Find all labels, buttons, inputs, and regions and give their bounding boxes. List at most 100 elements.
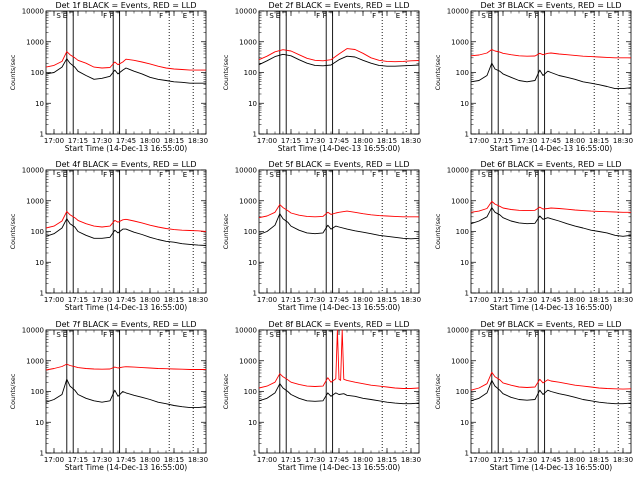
x-tick-label: 17:15 xyxy=(68,137,88,145)
y-tick-label: 10000 xyxy=(22,8,44,16)
chart-panel-1: Det 1f BLACK = Events, RED = LLD 1 10 100 10… xyxy=(9,1,208,153)
x-axis-label: Start Time (14-Dec-13 16:55:00) xyxy=(65,144,187,153)
x-tick-label: 18:00 xyxy=(353,137,373,145)
x-tick-label: 18:00 xyxy=(565,456,585,464)
period-marker-label: F xyxy=(110,12,114,20)
period-marker xyxy=(378,330,383,335)
x-tick-label: 17:30 xyxy=(517,137,537,145)
period-marker-label: F xyxy=(110,171,114,179)
period-marker xyxy=(328,330,333,335)
x-tick-label: 17:45 xyxy=(541,296,561,304)
x-tick-label: 18:15 xyxy=(377,456,397,464)
period-marker xyxy=(275,330,281,335)
x-tick-label: 17:00 xyxy=(44,296,64,304)
period-marker-label: E xyxy=(276,171,280,179)
y-tick-label: 10000 xyxy=(22,167,44,175)
plot-frame xyxy=(258,169,420,294)
period-marker-label: S xyxy=(56,331,61,339)
period-marker-label: E xyxy=(608,12,612,20)
lld-series-line xyxy=(470,371,632,391)
y-tick-label: 10 xyxy=(460,100,469,108)
x-tick-label: 17:15 xyxy=(281,456,301,464)
y-tick-label: 1000 xyxy=(26,357,44,365)
events-series-line xyxy=(258,213,420,240)
period-marker-label: E xyxy=(488,171,492,179)
x-tick-label: 18:00 xyxy=(565,137,585,145)
period-marker-label: F xyxy=(110,331,114,339)
events-series-line xyxy=(470,207,632,237)
period-marker-label: E xyxy=(183,12,187,20)
y-tick-label: 1 xyxy=(253,450,257,458)
y-tick-label: 10 xyxy=(248,419,257,427)
period-marker-label: F xyxy=(528,171,532,179)
plot-frame xyxy=(470,169,632,294)
period-marker xyxy=(275,11,281,16)
x-tick-label: 18:00 xyxy=(353,456,373,464)
period-marker xyxy=(378,170,383,175)
x-tick-label: 17:30 xyxy=(92,296,112,304)
y-tick-label: 1 xyxy=(465,290,469,298)
period-marker-label: F xyxy=(528,331,532,339)
y-axis-label: Counts/sec xyxy=(434,373,442,409)
period-marker-label: S xyxy=(269,171,274,179)
y-tick-label: 1 xyxy=(40,290,44,298)
x-axis-label: Start Time (14-Dec-13 16:55:00) xyxy=(490,303,612,312)
y-tick-label: 10000 xyxy=(447,327,469,335)
chart-title: Det 5f BLACK = Events, RED = LLD xyxy=(268,160,409,169)
period-marker xyxy=(282,170,287,175)
x-tick-label: 17:45 xyxy=(329,456,349,464)
y-tick-label: 10000 xyxy=(235,8,257,16)
x-tick-label: 17:45 xyxy=(329,296,349,304)
chart-title: Det 7f BLACK = Events, RED = LLD xyxy=(55,320,196,329)
x-tick-label: 17:00 xyxy=(44,137,64,145)
chart-title: Det 4f BLACK = Events, RED = LLD xyxy=(55,160,196,169)
x-axis-label: Start Time (14-Dec-13 16:55:00) xyxy=(65,463,187,472)
x-tick-label: 17:15 xyxy=(493,296,513,304)
lld-series-line xyxy=(45,363,206,371)
y-tick-label: 100 xyxy=(31,388,44,396)
period-marker xyxy=(69,330,74,335)
x-tick-label: 18:15 xyxy=(164,296,184,304)
period-marker xyxy=(614,330,619,335)
y-tick-label: 1000 xyxy=(239,357,257,365)
y-tick-label: 100 xyxy=(456,69,469,77)
y-tick-label: 1000 xyxy=(239,197,257,205)
chart-panel-4: Det 4f BLACK = Events, RED = LLD 1 10 100 10… xyxy=(9,160,208,312)
period-marker xyxy=(614,170,619,175)
period-marker-label: S xyxy=(269,12,274,20)
period-marker xyxy=(540,170,545,175)
x-tick-label: 18:30 xyxy=(401,137,421,145)
period-marker xyxy=(189,170,194,175)
x-tick-label: 18:00 xyxy=(140,296,160,304)
period-marker-label: E xyxy=(608,331,612,339)
period-marker xyxy=(109,170,114,175)
x-tick-label: 18:15 xyxy=(589,456,609,464)
lld-series-line xyxy=(258,204,419,219)
period-marker xyxy=(540,11,545,16)
period-marker xyxy=(487,330,493,335)
period-marker-label: F xyxy=(159,12,163,20)
period-marker-label: E xyxy=(488,12,492,20)
events-series-line xyxy=(45,58,206,84)
plot-frame xyxy=(258,10,420,135)
period-marker xyxy=(328,11,333,16)
period-marker-label: E xyxy=(63,171,67,179)
x-tick-label: 17:30 xyxy=(92,137,112,145)
x-tick-label: 18:15 xyxy=(377,137,397,145)
x-tick-label: 17:15 xyxy=(493,137,513,145)
period-marker-label: F xyxy=(535,12,539,20)
period-marker xyxy=(62,170,68,175)
period-marker xyxy=(69,11,74,16)
period-marker xyxy=(165,170,170,175)
chart-panel-8: Det 8f BLACK = Events, RED = LLD 1 10 100 10… xyxy=(222,320,421,472)
events-series-line xyxy=(258,383,420,405)
y-tick-label: 1 xyxy=(40,450,44,458)
y-tick-label: 1000 xyxy=(26,197,44,205)
y-tick-label: 100 xyxy=(244,69,257,77)
events-series-line xyxy=(45,218,207,246)
x-tick-label: 17:30 xyxy=(517,296,537,304)
period-marker xyxy=(62,11,68,16)
y-tick-label: 10 xyxy=(248,100,257,108)
x-tick-label: 17:00 xyxy=(257,296,277,304)
